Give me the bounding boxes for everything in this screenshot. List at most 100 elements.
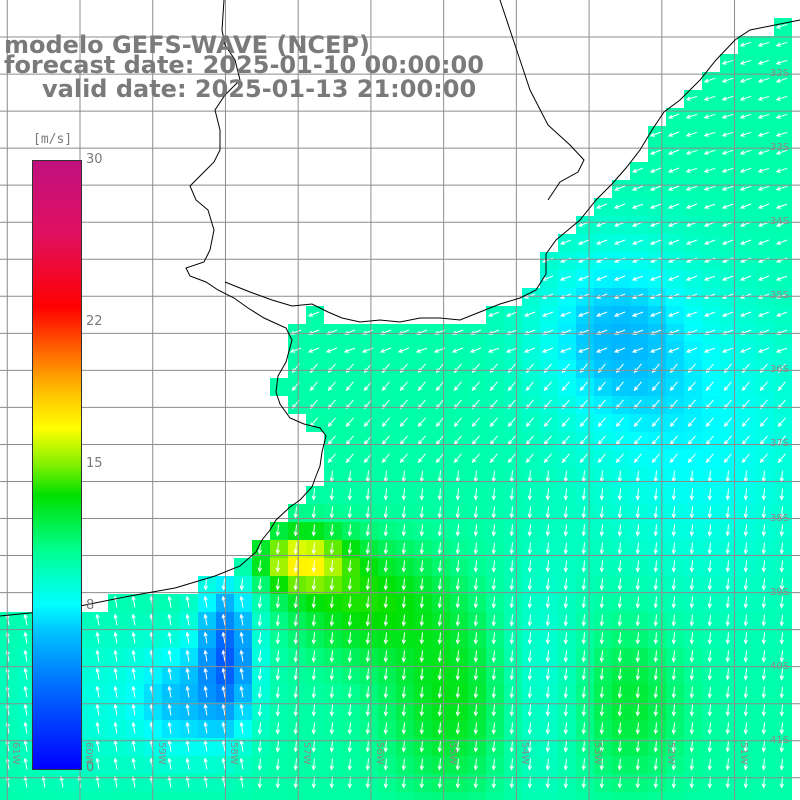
wind-arrow	[203, 613, 208, 626]
wind-arrow	[131, 613, 136, 626]
wind-cell	[576, 594, 594, 612]
wind-arrow	[23, 703, 28, 716]
wind-cell	[342, 396, 360, 414]
wind-cell	[198, 756, 216, 774]
wind-cell	[486, 342, 504, 360]
wind-arrow	[95, 703, 100, 716]
wind-arrow	[743, 488, 749, 501]
wind-cell	[774, 72, 792, 90]
wind-arrow	[757, 41, 770, 47]
wind-arrow	[739, 131, 752, 137]
wind-arrow	[635, 722, 641, 735]
wind-cell	[594, 216, 612, 234]
wind-arrow	[707, 758, 713, 771]
wind-arrow	[635, 578, 641, 591]
wind-cell	[324, 648, 342, 666]
wind-arrow	[365, 776, 371, 789]
wind-cell	[720, 288, 738, 306]
wind-arrow	[545, 506, 551, 519]
wind-arrow	[617, 506, 623, 519]
wind-arrow	[779, 542, 785, 555]
wind-cell	[558, 684, 576, 702]
wind-arrow	[509, 668, 515, 681]
wind-arrow	[329, 614, 335, 627]
wind-cell	[342, 612, 360, 630]
colorbar-tick: 22	[86, 314, 103, 330]
wind-cell	[162, 738, 180, 756]
wind-arrow	[707, 650, 713, 663]
wind-arrow	[185, 703, 190, 716]
wind-cell	[522, 612, 540, 630]
wind-arrow	[329, 740, 335, 753]
wind-arrow	[473, 722, 479, 735]
wind-arrow	[721, 113, 734, 119]
wind-arrow	[761, 740, 767, 753]
wind-arrow	[293, 560, 299, 573]
wind-arrow	[725, 650, 731, 663]
wind-arrow	[739, 59, 752, 65]
wind-cell	[414, 774, 432, 792]
wind-arrow	[185, 775, 190, 788]
wind-arrow	[703, 149, 716, 155]
wind-arrow	[685, 257, 698, 263]
wind-cell	[666, 522, 684, 540]
wind-arrow	[399, 453, 408, 464]
wind-cell	[720, 234, 738, 252]
wind-arrow	[721, 203, 734, 209]
wind-cell	[774, 756, 792, 774]
wind-arrow	[363, 381, 372, 392]
wind-arrow	[257, 632, 263, 645]
wind-arrow	[399, 417, 408, 428]
wind-cell	[504, 486, 522, 504]
wind-arrow	[437, 686, 443, 699]
wind-arrow	[437, 776, 443, 789]
wind-cell	[774, 540, 792, 558]
wind-cell	[648, 450, 666, 468]
wind-cell	[252, 648, 270, 666]
wind-cell	[504, 666, 522, 684]
longitude-label: 51W	[737, 742, 749, 765]
wind-arrow	[703, 239, 716, 245]
longitude-label: 58W	[228, 742, 240, 765]
wind-arrow	[491, 650, 497, 663]
wind-cell	[666, 270, 684, 288]
wind-arrow	[633, 453, 642, 464]
wind-cell	[288, 702, 306, 720]
wind-cell	[630, 774, 648, 792]
wind-cell	[324, 738, 342, 756]
wind-arrow	[775, 95, 788, 101]
wind-arrow	[667, 149, 680, 155]
wind-arrow	[365, 704, 371, 717]
wind-cell	[306, 486, 324, 504]
wind-cell	[90, 792, 108, 800]
wind-arrow	[491, 488, 497, 501]
wind-arrow	[343, 347, 356, 353]
wind-cell	[630, 522, 648, 540]
wind-cell	[306, 702, 324, 720]
wind-arrow	[545, 578, 551, 591]
wind-cell	[684, 162, 702, 180]
wind-cell	[720, 126, 738, 144]
wind-cell	[486, 612, 504, 630]
wind-cell	[360, 468, 378, 486]
wind-cell	[684, 414, 702, 432]
wind-cell	[198, 630, 216, 648]
wind-arrow	[689, 722, 695, 735]
wind-arrow	[707, 560, 713, 573]
wind-arrow	[703, 311, 716, 317]
wind-arrow	[725, 560, 731, 573]
wind-arrow	[383, 686, 389, 699]
wind-arrow	[329, 488, 335, 501]
wind-arrow	[743, 758, 749, 771]
wind-cell	[720, 558, 738, 576]
wind-arrow	[653, 488, 659, 501]
wind-cell	[198, 684, 216, 702]
wind-cell	[702, 612, 720, 630]
wind-cell	[90, 702, 108, 720]
wind-arrow	[617, 722, 623, 735]
wind-cell	[198, 612, 216, 630]
wind-cell	[306, 378, 324, 396]
wind-cell	[378, 378, 396, 396]
wind-cell	[720, 504, 738, 522]
wind-arrow	[293, 668, 299, 681]
